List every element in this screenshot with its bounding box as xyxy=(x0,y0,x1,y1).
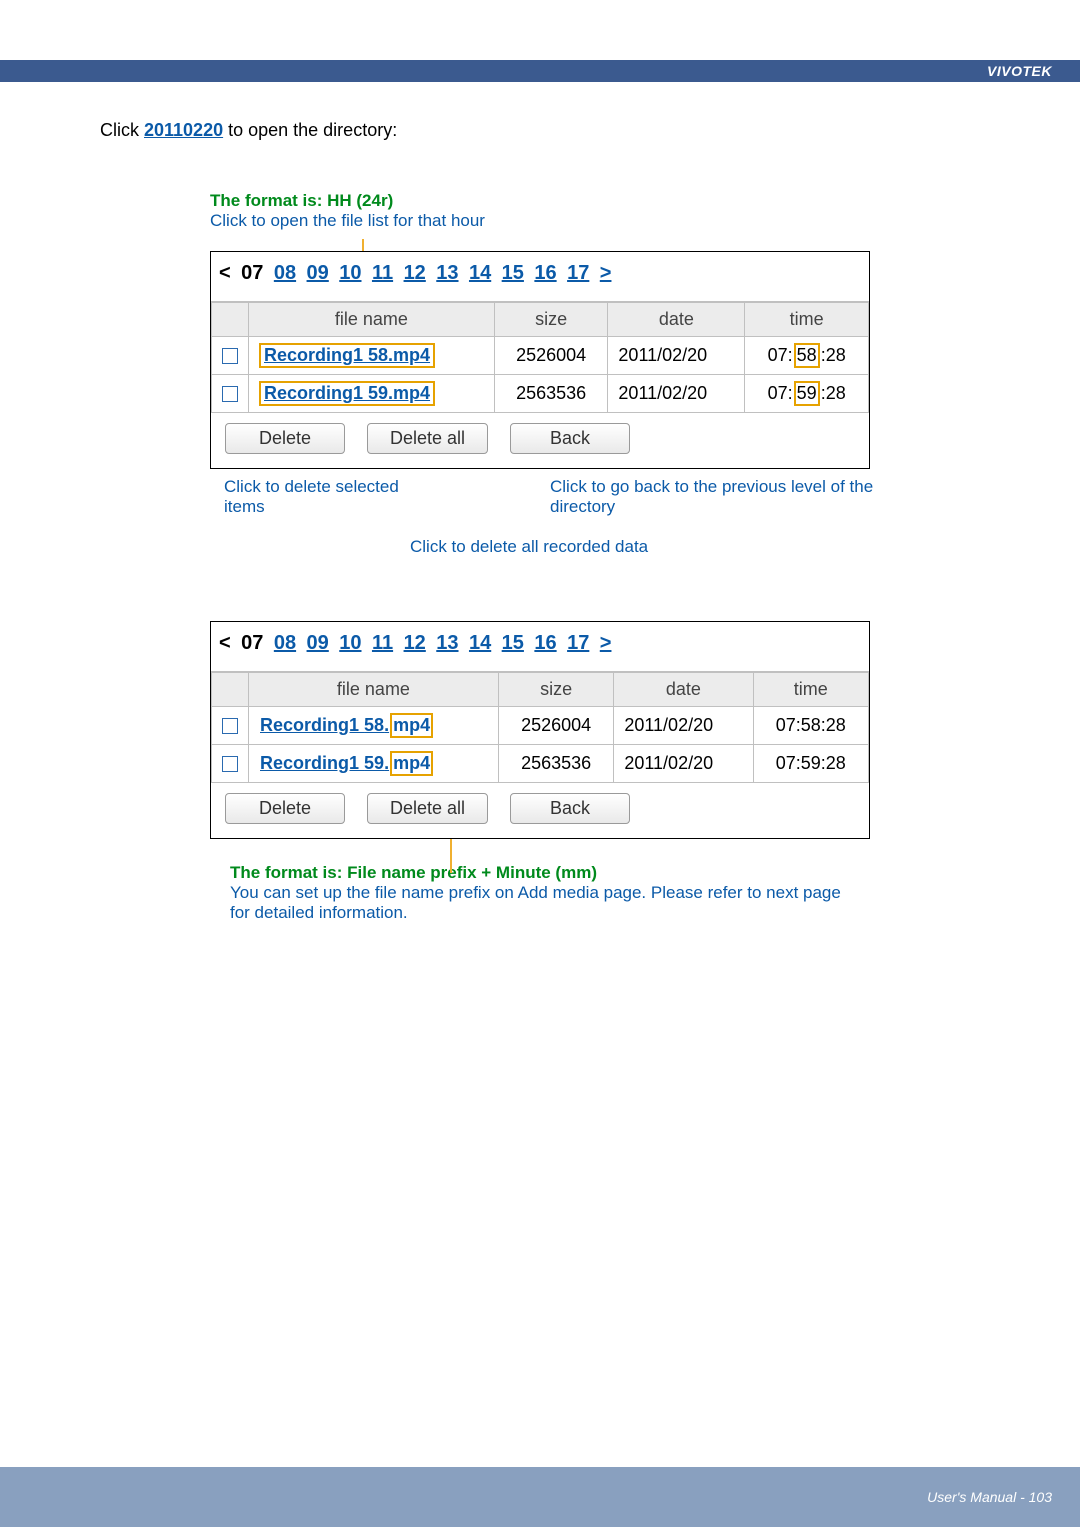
hour-15[interactable]: 15 xyxy=(502,632,524,654)
cell-time: 07:58:28 xyxy=(745,337,869,375)
page-content: Click 20110220 to open the directory: Th… xyxy=(100,120,980,923)
delete-all-button[interactable]: Delete all xyxy=(367,423,488,454)
table-row: Recording1 59.mp4 2563536 2011/02/20 07:… xyxy=(212,375,869,413)
row-checkbox[interactable] xyxy=(222,348,238,364)
footer-label: User's Manual - 103 xyxy=(927,1489,1052,1505)
cell-size: 2526004 xyxy=(498,707,613,745)
callout-deleteall: Click to delete all recorded data xyxy=(410,537,660,557)
hour-12[interactable]: 12 xyxy=(404,632,426,654)
col-time: time xyxy=(745,303,869,337)
cell-size: 2563536 xyxy=(498,745,613,783)
hour-11[interactable]: 11 xyxy=(372,262,393,284)
table-row: Recording1 59.mp4 2563536 2011/02/20 07:… xyxy=(212,745,869,783)
file-table-1: < 07 08 09 10 11 12 13 14 15 16 17 > fil… xyxy=(210,251,870,469)
callouts-block: Click to delete selected items Click to … xyxy=(210,477,870,597)
hour-09[interactable]: 09 xyxy=(307,262,329,284)
hour-10[interactable]: 10 xyxy=(339,632,361,654)
col-date: date xyxy=(608,303,745,337)
table-row: Recording1 58.mp4 2526004 2011/02/20 07:… xyxy=(212,337,869,375)
hour-14[interactable]: 14 xyxy=(469,632,491,654)
delete-button[interactable]: Delete xyxy=(225,793,345,824)
hour-current: 07 xyxy=(241,262,263,284)
col-time: time xyxy=(753,673,869,707)
annotation-top-blue: Click to open the file list for that hou… xyxy=(210,211,980,231)
hour-row-2: < 07 08 09 10 11 12 13 14 15 16 17 > xyxy=(211,622,869,672)
intro-line: Click 20110220 to open the directory: xyxy=(100,120,980,141)
cell-time: 07:59:28 xyxy=(745,375,869,413)
section-2: < 07 08 09 10 11 12 13 14 15 16 17 > fil… xyxy=(210,621,980,839)
button-row: Delete Delete all Back xyxy=(211,413,869,468)
row-checkbox[interactable] xyxy=(222,756,238,772)
back-button[interactable]: Back xyxy=(510,423,630,454)
hour-row: < 07 08 09 10 11 12 13 14 15 16 17 > xyxy=(211,252,869,302)
file-listing-2: file name size date time Recording1 58.m… xyxy=(211,672,869,783)
footer-bar: User's Manual - 103 xyxy=(0,1467,1080,1527)
cell-time: 07:59:28 xyxy=(753,745,869,783)
hour-next-arrow[interactable]: > xyxy=(600,262,612,284)
file-link[interactable]: Recording1 59.mp4 xyxy=(259,751,435,776)
header-bar: VIVOTEK xyxy=(0,60,1080,82)
intro-suffix: to open the directory: xyxy=(223,120,397,140)
hour-14[interactable]: 14 xyxy=(469,262,491,284)
hour-prev-arrow[interactable]: < xyxy=(219,262,231,284)
callout-delete: Click to delete selected items xyxy=(224,477,424,517)
cell-time: 07:58:28 xyxy=(753,707,869,745)
hour-15[interactable]: 15 xyxy=(502,262,524,284)
row-checkbox[interactable] xyxy=(222,718,238,734)
hour-08[interactable]: 08 xyxy=(274,632,296,654)
col-date: date xyxy=(614,673,753,707)
col-filename: file name xyxy=(249,673,499,707)
hour-16[interactable]: 16 xyxy=(534,262,556,284)
back-button[interactable]: Back xyxy=(510,793,630,824)
cell-date: 2011/02/20 xyxy=(608,337,745,375)
callout-back: Click to go back to the previous level o… xyxy=(550,477,920,517)
cell-size: 2563536 xyxy=(494,375,608,413)
hour-08[interactable]: 08 xyxy=(274,262,296,284)
cell-date: 2011/02/20 xyxy=(608,375,745,413)
cell-date: 2011/02/20 xyxy=(614,745,753,783)
hour-current: 07 xyxy=(241,632,263,654)
hour-prev-arrow[interactable]: < xyxy=(219,632,231,654)
annotation-top: The format is: HH (24r) Click to open th… xyxy=(210,191,980,231)
file-table-2: < 07 08 09 10 11 12 13 14 15 16 17 > fil… xyxy=(210,621,870,839)
hour-17[interactable]: 17 xyxy=(567,262,589,284)
annotation-bottom-blue: You can set up the file name prefix on A… xyxy=(230,883,850,923)
intro-prefix: Click xyxy=(100,120,144,140)
annotation-bottom: The format is: File name prefix + Minute… xyxy=(230,863,850,923)
table-header-row: file name size date time xyxy=(212,673,869,707)
delete-button[interactable]: Delete xyxy=(225,423,345,454)
cell-size: 2526004 xyxy=(494,337,608,375)
col-size: size xyxy=(494,303,608,337)
connector-bottom xyxy=(450,839,452,873)
delete-all-button[interactable]: Delete all xyxy=(367,793,488,824)
table-row: Recording1 58.mp4 2526004 2011/02/20 07:… xyxy=(212,707,869,745)
hour-09[interactable]: 09 xyxy=(307,632,329,654)
row-checkbox[interactable] xyxy=(222,386,238,402)
annotation-top-green: The format is: HH (24r) xyxy=(210,191,980,211)
hour-17[interactable]: 17 xyxy=(567,632,589,654)
brand-label: VIVOTEK xyxy=(987,63,1052,79)
directory-link[interactable]: 20110220 xyxy=(144,120,223,140)
col-filename: file name xyxy=(249,303,495,337)
hour-16[interactable]: 16 xyxy=(534,632,556,654)
hour-13[interactable]: 13 xyxy=(436,262,458,284)
file-link[interactable]: Recording1 58.mp4 xyxy=(263,345,431,366)
table-header-row: file name size date time xyxy=(212,303,869,337)
hour-13[interactable]: 13 xyxy=(436,632,458,654)
hour-12[interactable]: 12 xyxy=(404,262,426,284)
hour-next-arrow[interactable]: > xyxy=(600,632,612,654)
section-1: The format is: HH (24r) Click to open th… xyxy=(210,191,980,597)
file-link[interactable]: Recording1 58.mp4 xyxy=(259,713,435,738)
hour-10[interactable]: 10 xyxy=(339,262,361,284)
button-row-2: Delete Delete all Back xyxy=(211,783,869,838)
file-link[interactable]: Recording1 59.mp4 xyxy=(263,383,431,404)
annotation-bottom-green: The format is: File name prefix + Minute… xyxy=(230,863,850,883)
col-size: size xyxy=(498,673,613,707)
cell-date: 2011/02/20 xyxy=(614,707,753,745)
hour-11[interactable]: 11 xyxy=(372,632,393,654)
file-listing-1: file name size date time Recording1 58.m… xyxy=(211,302,869,413)
